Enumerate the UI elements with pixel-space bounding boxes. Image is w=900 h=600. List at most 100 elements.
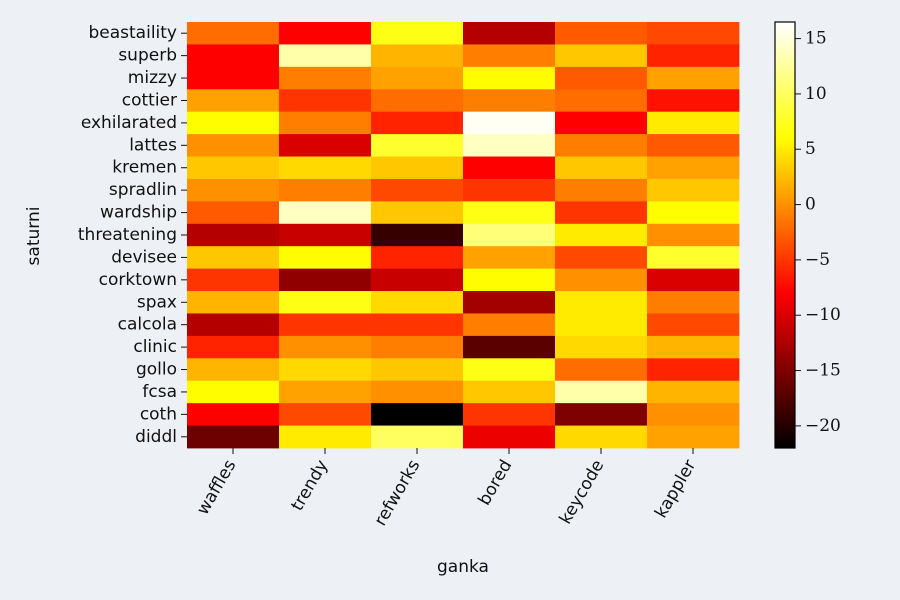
heatmap-cell <box>187 335 280 359</box>
heatmap-cell <box>555 223 648 247</box>
heatmap-cell <box>555 201 648 225</box>
heatmap-cell <box>555 156 648 180</box>
heatmap-cell <box>463 156 556 180</box>
row-tick-label: spax <box>137 292 177 312</box>
heatmap-cell <box>463 201 556 225</box>
heatmap-cell <box>371 425 464 449</box>
heatmap-cell <box>187 268 280 292</box>
row-tick-label: threatening <box>78 225 177 245</box>
heatmap-cell <box>371 291 464 314</box>
heatmap-cell <box>371 201 464 225</box>
heatmap-cell <box>555 380 648 404</box>
heatmap-cell <box>647 313 740 337</box>
heatmap-cell <box>371 178 464 202</box>
heatmap-cell <box>371 335 464 359</box>
heatmap-cell <box>279 134 372 157</box>
heatmap-cell <box>647 22 740 45</box>
row-tick-label: mizzy <box>128 68 177 88</box>
row-tick-label: clinic <box>133 337 177 357</box>
heatmap-cell <box>463 425 556 449</box>
row-tick-label: diddl <box>135 427 177 447</box>
heatmap-cell <box>555 403 648 426</box>
colorbar-gradient <box>774 21 796 449</box>
heatmap-cell <box>555 313 648 337</box>
heatmap-cell <box>555 268 648 292</box>
heatmap-cell <box>187 291 280 314</box>
heatmap-cell <box>463 223 556 247</box>
row-tick-label: devisee <box>111 247 177 267</box>
heatmap-cell <box>371 66 464 90</box>
heatmap-cell <box>187 201 280 225</box>
heatmap-cell <box>555 425 648 449</box>
column-tick-label: keycode <box>556 457 609 528</box>
heatmap-cell <box>371 380 464 404</box>
heatmap-cell <box>463 22 556 45</box>
heatmap-cell <box>187 66 280 90</box>
colorbar-tick-label: 15 <box>805 29 827 49</box>
column-tick-label: bored <box>474 457 516 509</box>
colorbar-ticks: −20 −15 −10 −5 0 5 10 15 <box>795 29 841 436</box>
heatmap-cell <box>187 223 280 247</box>
row-tick-label: wardship <box>100 203 177 223</box>
heatmap-cell <box>463 111 556 135</box>
heatmap-cell <box>647 156 740 180</box>
heatmap-cell <box>371 268 464 292</box>
heatmap-cell <box>279 425 372 449</box>
heatmap-cell <box>187 44 280 68</box>
heatmap-cell <box>279 44 372 68</box>
heatmap-cell <box>555 335 648 359</box>
heatmap-cell <box>555 358 648 382</box>
heatmap-cell <box>463 358 556 382</box>
heatmap-cell <box>647 134 740 157</box>
heatmap-cell <box>279 66 372 90</box>
heatmap-cell <box>463 178 556 202</box>
heatmap-cell <box>463 89 556 113</box>
heatmap-cell <box>371 246 464 270</box>
heatmap-cell <box>279 313 372 337</box>
row-tick-label: coth <box>140 404 177 424</box>
heatmap-cell <box>279 268 372 292</box>
row-tick-label: beastaility <box>88 23 177 43</box>
row-tick-label: lattes <box>129 135 177 155</box>
heatmap-cell <box>647 44 740 68</box>
heatmap-cell <box>647 89 740 113</box>
row-tick-label: cottier <box>122 90 177 110</box>
heatmap-cell <box>647 291 740 314</box>
column-tick-label: waffles <box>193 456 240 518</box>
heatmap-cell <box>371 134 464 157</box>
column-tick-label: kappler <box>651 456 700 521</box>
heatmap-cell <box>463 335 556 359</box>
heatmap-cells <box>187 22 740 449</box>
heatmap-cell <box>555 89 648 113</box>
heatmap-cell <box>187 111 280 135</box>
heatmap-cell <box>279 246 372 270</box>
row-tick-label: exhilarated <box>81 113 177 133</box>
heatmap-cell <box>279 291 372 314</box>
heatmap-cell <box>279 201 372 225</box>
colorbar-tick-label: −10 <box>805 305 841 325</box>
heatmap-cell <box>371 111 464 135</box>
heatmap-cell <box>187 89 280 113</box>
heatmap-cell <box>279 403 372 426</box>
heatmap-cell <box>463 291 556 314</box>
heatmap-cell <box>279 223 372 247</box>
y-axis-label: saturni <box>24 207 44 266</box>
heatmap-cell <box>187 425 280 449</box>
row-tick-label: kremen <box>112 158 177 178</box>
row-tick-label: superb <box>118 46 177 66</box>
heatmap-cell <box>647 178 740 202</box>
heatmap-cell <box>555 134 648 157</box>
heatmap-cell <box>463 66 556 90</box>
heatmap-cell <box>555 111 648 135</box>
heatmap-cell <box>647 358 740 382</box>
heatmap-cell <box>187 178 280 202</box>
colorbar-tick-label: −5 <box>805 250 830 270</box>
colorbar-tick-label: −15 <box>805 361 841 381</box>
row-tick-label: gollo <box>136 360 177 380</box>
heatmap-cell <box>187 358 280 382</box>
heatmap-cell <box>371 22 464 45</box>
heatmap-cell <box>647 425 740 449</box>
column-tick-label: trendy <box>287 457 332 515</box>
heatmap-cell <box>371 403 464 426</box>
